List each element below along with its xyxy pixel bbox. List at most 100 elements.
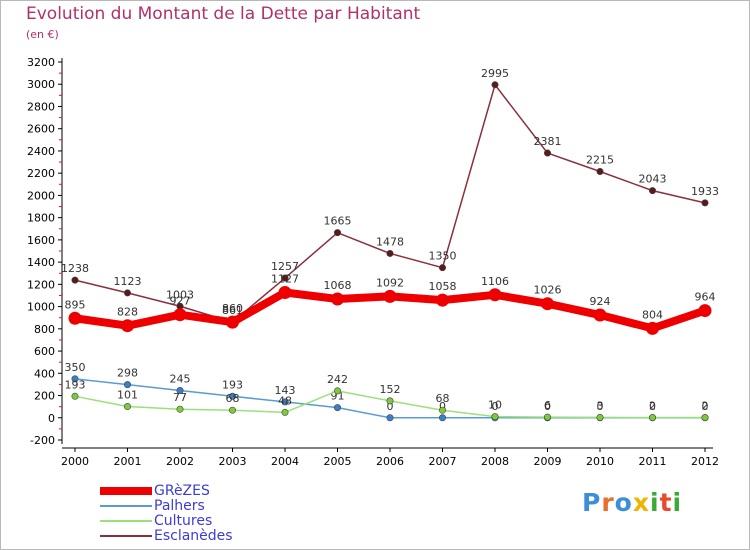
data-point-grzes [593,308,607,322]
legend-label-grezes: GRèZES [154,483,210,499]
data-point-esclandes [596,168,604,176]
data-point-grzes [278,285,292,299]
x-tick-label: 2009 [534,455,562,468]
chart-subtitle: (en €) [26,28,59,41]
data-point-cultures [124,403,132,411]
data-point-esclandes [438,264,446,272]
data-label-palhers: 0 [544,400,551,413]
data-point-cultures [701,414,709,422]
legend-label-palhers: Palhers [154,498,205,514]
data-label-grzes: 1106 [481,275,509,288]
line-chart: -200020040060080010001200140016001800200… [27,56,719,468]
x-tick-label: 2005 [324,455,352,468]
data-label-cultures: 3 [597,399,604,412]
data-point-cultures [491,413,499,421]
data-point-cultures [229,406,237,414]
y-tick-label: 2800 [27,100,55,113]
data-label-grzes: 927 [170,295,191,308]
x-tick-label: 2004 [271,455,299,468]
data-label-palhers: 0 [492,400,499,413]
data-point-esclandes [491,81,499,89]
data-label-grzes: 804 [642,308,663,321]
chart-title: Evolution du Montant de la Dette par Hab… [26,4,421,24]
data-label-palhers: 350 [65,361,86,374]
y-tick-label: 2400 [27,145,55,158]
y-tick-label: 1600 [27,234,55,247]
data-label-cultures: 152 [380,383,401,396]
legend-swatch-grezes [100,487,152,495]
data-point-palhers [333,404,341,412]
data-label-cultures: 77 [173,391,187,404]
y-tick-label: 1000 [27,301,55,314]
data-point-cultures [543,413,551,421]
y-tick-label: 1400 [27,256,55,269]
data-label-esclandes: 2043 [639,173,667,186]
data-point-palhers [229,392,237,400]
data-point-grzes [383,289,397,303]
data-label-esclandes: 1123 [114,275,142,288]
data-point-palhers [438,414,446,422]
data-label-grzes: 964 [695,291,716,304]
data-label-grzes: 895 [65,298,86,311]
data-label-grzes: 1127 [271,272,299,285]
data-label-palhers: 0 [439,400,446,413]
y-tick-label: 3000 [27,78,55,91]
data-point-palhers [386,414,394,422]
data-label-esclandes: 1478 [376,235,404,248]
data-label-esclandes: 2995 [481,67,509,80]
data-point-esclandes [386,249,394,257]
y-tick-label: 800 [34,323,55,336]
data-point-esclandes [648,187,656,195]
y-tick-label: 200 [34,390,55,403]
data-label-cultures: 68 [436,392,450,405]
data-point-grzes [698,304,712,318]
data-point-grzes [646,321,659,335]
data-label-esclandes: 1003 [166,288,194,301]
data-point-grzes [488,288,502,302]
data-label-cultures: 101 [117,389,138,402]
data-label-cultures: 68 [226,392,240,405]
y-tick-label: 400 [34,367,55,380]
data-point-esclandes [333,229,341,237]
data-point-cultures [386,397,394,405]
data-label-palhers: 0 [387,400,394,413]
data-point-grzes [436,293,449,307]
data-point-palhers [176,387,184,395]
x-tick-label: 2008 [481,455,509,468]
legend-label-esclanedes: Esclanèdes [154,528,233,544]
data-point-grzes [121,319,134,333]
x-tick-label: 2003 [219,455,247,468]
data-label-cultures: 193 [65,378,86,391]
data-label-palhers: 143 [275,384,296,397]
data-point-cultures [648,414,656,422]
data-point-palhers [71,375,79,383]
data-label-esclandes: 861 [222,304,243,317]
data-label-grzes: 1068 [324,279,352,292]
data-label-palhers: 0 [597,400,604,413]
data-point-esclandes [71,276,79,284]
data-label-palhers: 0 [702,400,709,413]
data-label-grzes: 828 [117,306,138,319]
data-label-esclandes: 1257 [271,260,299,273]
data-point-grzes [173,308,187,322]
data-label-esclandes: 1665 [324,215,352,228]
data-label-cultures: 48 [278,394,292,407]
legend-swatch-palhers [100,505,152,507]
data-label-grzes: 924 [590,295,611,308]
data-label-grzes: 1026 [534,284,562,297]
legend-swatch-cultures [100,520,152,522]
data-label-grzes: 1092 [376,276,404,289]
data-point-esclandes [124,289,132,297]
legend-swatch-esclanedes [100,535,152,537]
y-tick-label: 0 [48,412,55,425]
y-tick-label: 2000 [27,189,55,202]
y-tick-label: 600 [34,345,55,358]
legend-label-cultures: Cultures [154,513,213,529]
data-point-esclandes [543,149,551,157]
y-tick-label: 2200 [27,167,55,180]
data-label-esclandes: 1350 [429,250,457,263]
data-point-cultures [281,408,289,416]
data-point-grzes [68,311,82,325]
x-tick-label: 2012 [691,455,719,468]
